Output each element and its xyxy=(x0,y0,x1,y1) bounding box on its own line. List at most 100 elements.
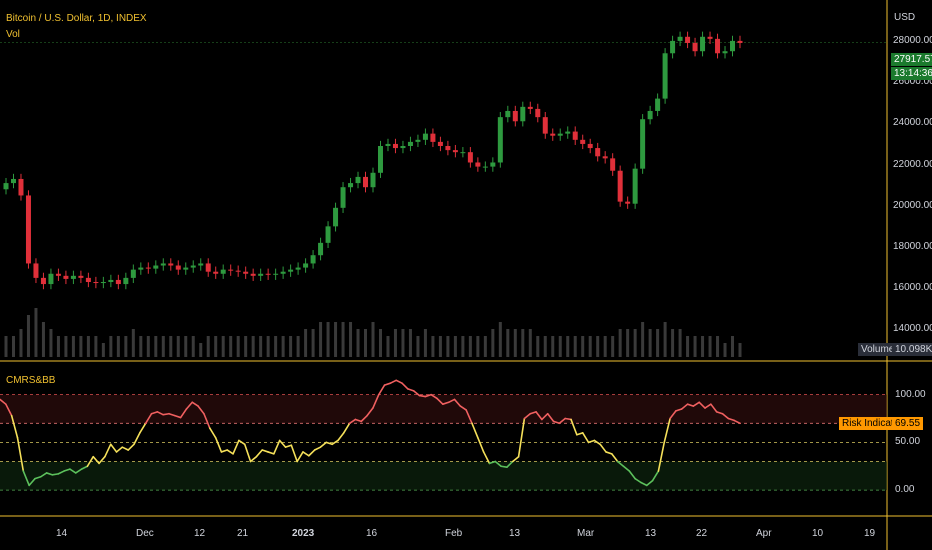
candle-body xyxy=(452,150,458,153)
risk-line-segment xyxy=(616,460,625,468)
volume-bar xyxy=(566,336,570,357)
risk-line-segment xyxy=(605,451,613,455)
volume-bar xyxy=(41,322,45,357)
candle-body xyxy=(213,271,219,274)
candle-body xyxy=(685,36,691,43)
risk-line-segment xyxy=(63,468,71,472)
volume-bar xyxy=(131,329,135,357)
volume-bar xyxy=(513,329,517,357)
volume-bar xyxy=(393,329,397,357)
indicator-name[interactable]: CMRS&BB xyxy=(6,375,56,386)
currency-label: USD xyxy=(894,12,916,23)
candle-body xyxy=(168,263,174,266)
candle-body xyxy=(640,119,646,169)
risk-line-segment xyxy=(337,432,345,442)
indicator-tick: 100.00 xyxy=(895,388,926,400)
volume-bar xyxy=(124,336,128,357)
candle-body xyxy=(677,36,683,41)
volume-bar xyxy=(453,336,457,357)
candle-body xyxy=(370,172,376,188)
risk-line-segment xyxy=(39,472,48,478)
risk-line-segment xyxy=(57,470,65,475)
risk-line-segment xyxy=(249,455,258,463)
candle-body xyxy=(153,265,159,269)
volume-bar xyxy=(423,329,427,357)
volume-bar xyxy=(438,336,442,357)
risk-line-segment xyxy=(465,409,473,425)
risk-line-segment xyxy=(115,446,124,453)
time-label: 2023 xyxy=(292,528,315,539)
candle-body xyxy=(85,277,91,282)
candle-body xyxy=(572,131,578,140)
risk-line-segment xyxy=(5,403,13,417)
risk-line-segment xyxy=(657,441,666,472)
candle-body xyxy=(10,178,16,184)
risk-line-segment xyxy=(22,470,30,487)
volume-bar xyxy=(401,329,405,357)
risk-line-segment xyxy=(529,411,537,415)
candle-body xyxy=(722,51,728,54)
candle-body xyxy=(550,133,556,136)
candle-body xyxy=(310,255,316,264)
volume-bar xyxy=(244,336,248,357)
volume-bar xyxy=(611,336,615,357)
volume-bar xyxy=(483,336,487,357)
time-label: Mar xyxy=(577,528,595,539)
volume-bar xyxy=(678,329,682,357)
risk-line-segment xyxy=(197,405,205,415)
candle-body xyxy=(190,265,196,268)
risk-line-segment xyxy=(290,444,298,463)
risk-line-segment xyxy=(704,403,712,409)
volume-bar xyxy=(468,336,472,357)
candle-body xyxy=(280,271,286,274)
countdown-tag: 13:14:36 xyxy=(891,67,932,80)
volume-bar xyxy=(356,329,360,357)
candle-body xyxy=(580,139,586,144)
risk-line-segment xyxy=(45,472,54,476)
risk-line-segment xyxy=(232,439,240,455)
candle-body xyxy=(610,158,616,171)
risk-line-segment xyxy=(174,414,182,419)
volume-study-label[interactable]: Vol xyxy=(6,29,20,40)
volume-bar xyxy=(716,336,720,357)
candle-body xyxy=(482,166,488,168)
volume-bar xyxy=(603,336,607,357)
volume-bar xyxy=(221,336,225,357)
risk-line-segment xyxy=(220,449,229,453)
candle-body xyxy=(3,183,9,190)
time-label: 22 xyxy=(696,528,708,539)
risk-line-segment xyxy=(348,418,357,425)
time-label: 16 xyxy=(366,528,378,539)
volume-bar xyxy=(708,336,712,357)
risk-line-segment xyxy=(424,393,432,398)
risk-line-segment xyxy=(319,441,328,448)
volume-bar xyxy=(573,336,577,357)
candle-body xyxy=(737,40,743,43)
risk-line-segment xyxy=(442,401,450,405)
risk-line-segment xyxy=(558,417,566,425)
risk-line-segment xyxy=(395,379,403,384)
risk-line-segment xyxy=(628,470,636,480)
symbol-title[interactable]: Bitcoin / U.S. Dollar, 1D, INDEX xyxy=(6,13,147,24)
volume-bar xyxy=(596,336,600,357)
volume-bar xyxy=(416,336,420,357)
volume-bar xyxy=(693,336,697,357)
high-risk-band xyxy=(0,394,887,424)
volume-bar xyxy=(161,336,165,357)
risk-line-segment xyxy=(389,379,398,384)
risk-line-segment xyxy=(418,394,427,398)
risk-line-segment xyxy=(74,468,83,474)
risk-line-segment xyxy=(587,439,596,444)
volume-bar xyxy=(349,322,353,357)
risk-line-segment xyxy=(459,405,467,411)
risk-line-segment xyxy=(238,439,246,446)
volume-bar xyxy=(551,336,555,357)
risk-line-segment xyxy=(313,446,322,451)
risk-line-segment xyxy=(51,473,60,476)
volume-bar xyxy=(738,343,742,357)
price-tick: 22000.00 xyxy=(893,158,932,170)
risk-line-segment xyxy=(92,455,100,465)
candle-body xyxy=(55,273,61,276)
time-label: 13 xyxy=(509,528,521,539)
